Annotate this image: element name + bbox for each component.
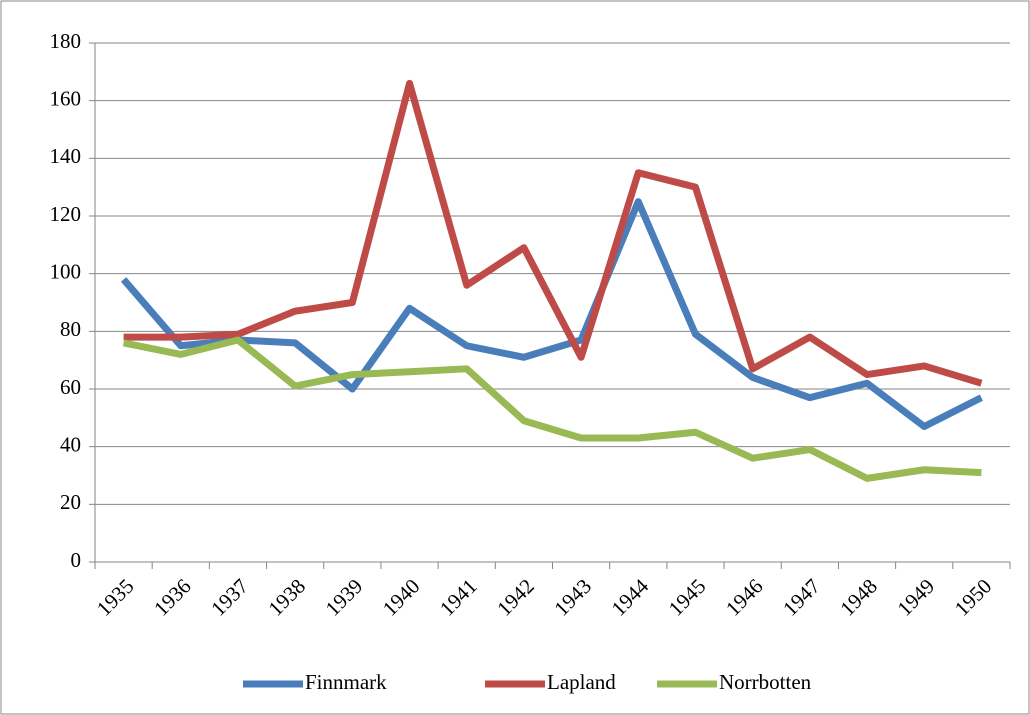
y-tick-label: 40: [60, 432, 81, 456]
y-tick-label: 80: [60, 317, 81, 341]
y-tick-label: 20: [60, 490, 81, 514]
y-tick-label: 120: [50, 202, 82, 226]
y-tick-label: 100: [50, 259, 82, 283]
y-tick-label: 140: [50, 144, 82, 168]
data-line: [122, 336, 982, 482]
y-tick-label: 0: [71, 548, 82, 572]
legend-label: Lapland: [547, 670, 616, 694]
y-tick-label: 60: [60, 375, 81, 399]
legend-label: Norrbotten: [719, 670, 812, 694]
y-tick-label: 180: [50, 29, 82, 53]
legend-label: Finnmark: [305, 670, 387, 694]
data-line: [120, 198, 983, 430]
data-line: [123, 79, 983, 387]
y-tick-label: 160: [50, 86, 82, 110]
